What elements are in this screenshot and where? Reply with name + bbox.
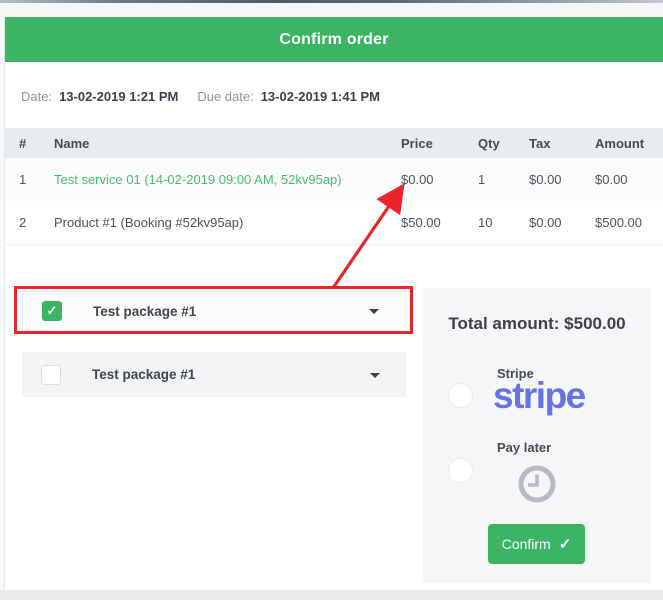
payment-summary-panel: Total amount: $500.00 Stripe stripe Pay … — [423, 288, 651, 583]
column-header-tax: Tax — [529, 135, 551, 151]
confirm-button-label: Confirm — [501, 536, 551, 552]
table-row: 2 Product #1 (Booking #52kv95ap) $50.00 … — [5, 201, 663, 245]
table-row: 1 Test service 01 (14-02-2019 09:00 AM, … — [5, 158, 663, 202]
package-label: Test package #1 — [92, 367, 196, 382]
row-amount: $500.00 — [595, 215, 642, 230]
page-background-strip — [0, 590, 663, 600]
chevron-down-icon[interactable] — [369, 309, 379, 314]
row-price: $0.00 — [401, 172, 434, 187]
stripe-radio[interactable] — [448, 383, 473, 408]
modal-title: Confirm order — [279, 30, 389, 48]
pay-later-radio[interactable] — [448, 458, 473, 483]
row-num: 2 — [19, 215, 27, 230]
column-header-qty: Qty — [478, 135, 500, 151]
confirm-button[interactable]: Confirm ✓ — [488, 524, 585, 564]
stripe-logo: stripe — [493, 375, 586, 416]
row-qty: 10 — [478, 215, 493, 230]
pay-later-option-label: Pay later — [497, 440, 552, 455]
column-header-price: Price — [401, 135, 433, 151]
chevron-down-icon[interactable] — [370, 372, 380, 378]
date-label: Date: — [21, 89, 53, 104]
check-icon: ✓ — [558, 536, 572, 553]
package-row-selected[interactable]: ✓ Test package #1 — [22, 291, 406, 331]
due-date-value: 13-02-2019 1:41 PM — [260, 89, 380, 104]
stripe-option-label: Stripe — [497, 366, 534, 381]
package-checkbox-unchecked[interactable] — [41, 364, 61, 385]
total-amount: Total amount: $500.00 — [448, 314, 626, 333]
package-row-unselected[interactable]: Test package #1 — [22, 352, 406, 397]
date-value: 13-02-2019 1:21 PM — [59, 89, 179, 104]
row-amount: $0.00 — [595, 172, 628, 187]
row-num: 1 — [19, 172, 27, 187]
page-background-strip — [0, 3, 663, 17]
confirm-order-modal: Confirm order Date: 13-02-2019 1:21 PM D… — [4, 17, 663, 590]
row-price: $50.00 — [401, 215, 441, 230]
column-header-amount: Amount — [595, 135, 645, 151]
row-tax: $0.00 — [529, 215, 562, 230]
window-top-edge — [0, 0, 663, 3]
package-checkbox-checked[interactable]: ✓ — [42, 301, 62, 321]
column-header-num: # — [19, 135, 27, 151]
due-date-label: Due date: — [197, 89, 254, 104]
clock-icon — [516, 463, 558, 505]
row-tax: $0.00 — [529, 172, 562, 187]
package-label: Test package #1 — [93, 303, 197, 319]
order-dates: Date: 13-02-2019 1:21 PM Due date: 13-02… — [21, 89, 392, 104]
row-name-product: Product #1 (Booking #52kv95ap) — [54, 215, 244, 230]
row-qty: 1 — [478, 172, 486, 187]
table-header-row: # Name Price Qty Tax Amount — [5, 128, 663, 158]
modal-header: Confirm order — [5, 17, 663, 62]
row-name-service: Test service 01 (14-02-2019 09:00 AM, 52… — [54, 172, 342, 187]
column-header-name: Name — [54, 135, 90, 151]
